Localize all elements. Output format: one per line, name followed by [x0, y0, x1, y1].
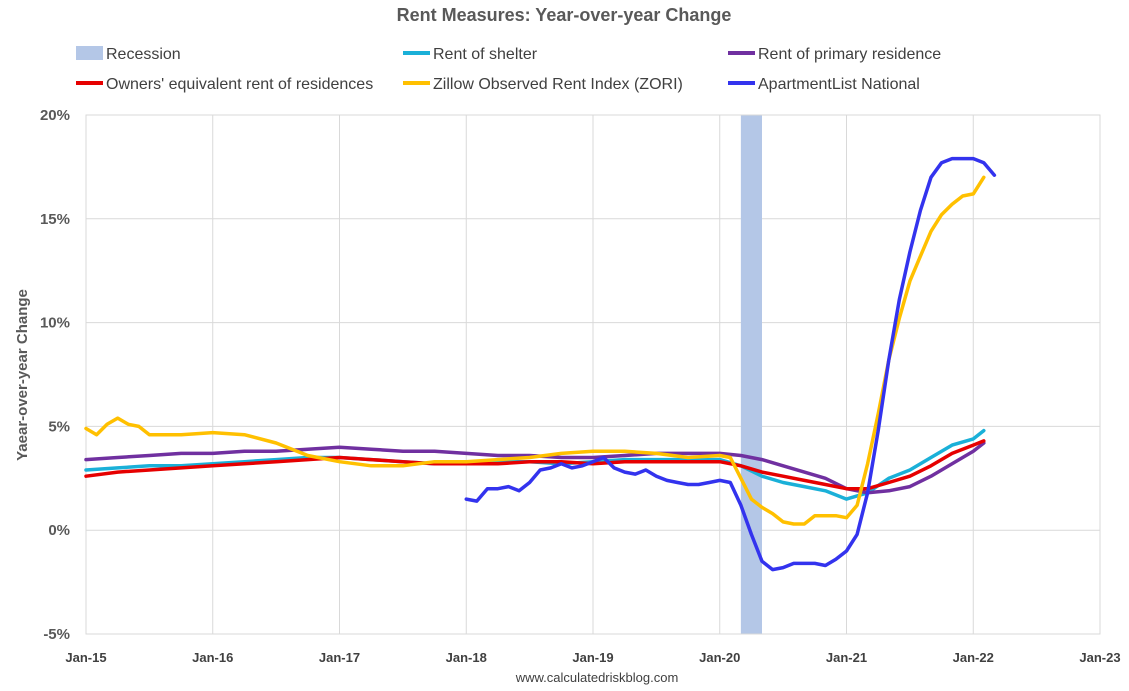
legend-label-apartmentlist-national: ApartmentList National [758, 76, 920, 93]
legend-label-rent-of-shelter: Rent of shelter [433, 46, 538, 63]
y-tick-label: 0% [48, 522, 70, 539]
x-tick-label: Jan-15 [65, 650, 106, 665]
legend-label-zillow-observed-rent-index-zori: Zillow Observed Rent Index (ZORI) [433, 76, 683, 93]
plot-area-frame [85, 114, 1101, 635]
legend-label-recession: Recession [106, 46, 181, 63]
y-tick-label: 5% [48, 418, 70, 435]
series-line-zillow-observed-rent-index-zori [84, 175, 986, 526]
x-tick-label: Jan-22 [953, 650, 994, 665]
series-line-rent-of-primary-residence [84, 441, 986, 495]
x-tick-label: Jan-21 [826, 650, 867, 665]
y-tick-label: 15% [40, 211, 70, 228]
legend-swatch-recession [76, 46, 103, 60]
x-tick-label: Jan-23 [1079, 650, 1120, 665]
series-line-apartmentlist-national [464, 156, 997, 572]
x-axis-ticks: Jan-15 Jan-16 Jan-17 Jan-18 Jan-19 Jan-20 Jan-… [65, 650, 1120, 665]
x-tick-label: Jan-18 [446, 650, 487, 665]
legend-label-owners-equivalent-rent-of-residences: Owners' equivalent rent of residences [106, 76, 373, 93]
source-credit: www.calculatedriskblog.com [515, 670, 679, 685]
x-tick-label: Jan-17 [319, 650, 360, 665]
y-tick-label: -5% [43, 626, 70, 643]
chart-series-layer [84, 156, 997, 572]
chart-legend: Recession Rent of shelter Rent of primary … [76, 46, 941, 93]
y-tick-label: 20% [40, 107, 70, 124]
x-tick-label: Jan-19 [572, 650, 613, 665]
series-line-owners-equivalent-rent-of-residences [84, 439, 986, 491]
x-tick-label: Jan-16 [192, 650, 233, 665]
y-axis-label: Yaear-over-year Change [14, 289, 31, 461]
x-tick-label: Jan-20 [699, 650, 740, 665]
y-tick-label: 10% [40, 315, 70, 332]
legend-label-rent-of-primary-residence: Rent of primary residence [758, 46, 941, 63]
chart-title: Rent Measures: Year-over-year Change [397, 5, 732, 25]
y-axis-ticks: 20% 15% 10% 5% 0% -5% [40, 107, 70, 643]
chart-gridlines [85, 114, 1101, 635]
